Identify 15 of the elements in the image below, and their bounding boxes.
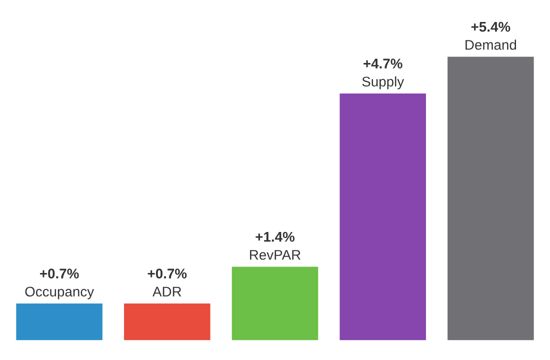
data-label: +4.7% — [364, 58, 402, 68]
x-tick-label: Supply — [362, 76, 404, 90]
x-tick-label: RevPAR — [250, 250, 300, 260]
bar — [16, 303, 102, 340]
bar — [340, 93, 426, 340]
data-label: +0.7% — [148, 268, 187, 278]
data-label: +5.4% — [471, 22, 510, 32]
x-tick-label: ADR — [152, 286, 182, 296]
data-label: +1.4% — [256, 232, 295, 242]
bar — [124, 303, 210, 340]
x-tick-label: Occupancy — [25, 286, 94, 300]
bar — [232, 266, 318, 340]
data-label: +0.7% — [40, 268, 79, 278]
x-tick-label: Demand — [466, 40, 516, 50]
bar — [448, 56, 534, 340]
